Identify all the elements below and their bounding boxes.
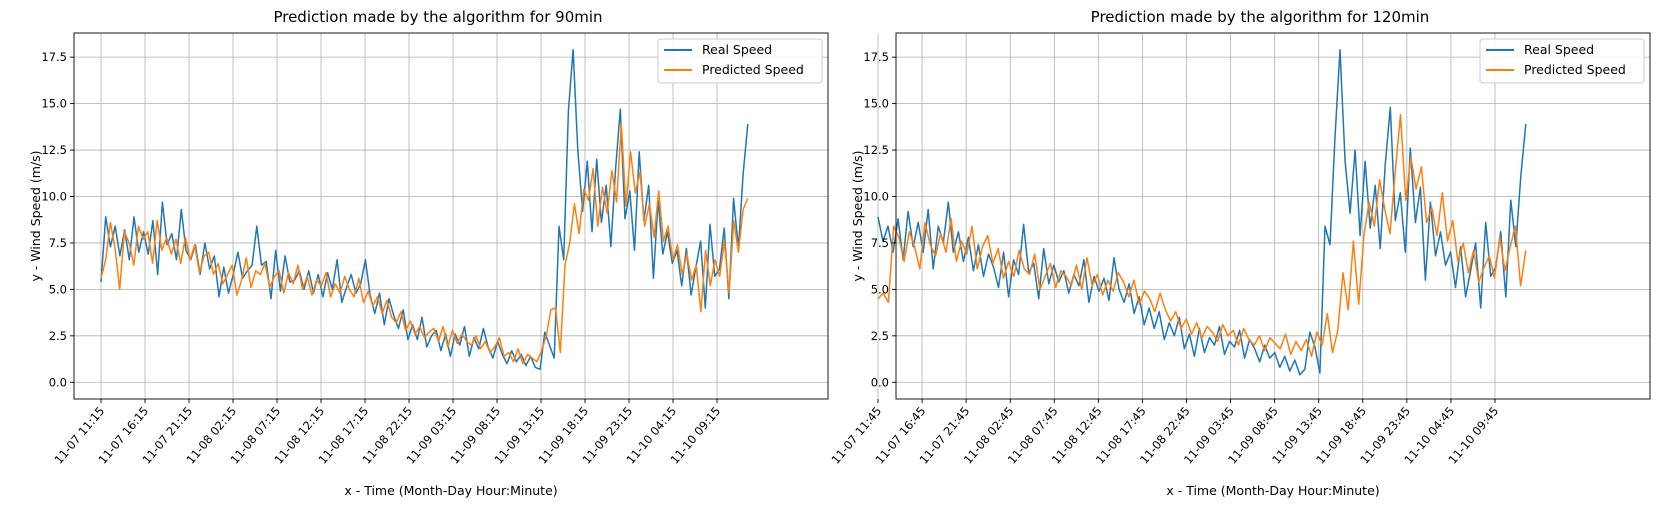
y-tick-label: 17.5: [863, 50, 889, 64]
y-tick-label: 0.0: [871, 375, 889, 389]
legend-box: [1479, 38, 1645, 84]
y-tick-label: 10.0: [863, 189, 889, 203]
y-tick-label: 0.0: [49, 375, 67, 389]
y-tick-label: 10.0: [41, 189, 67, 203]
y-tick-label: 2.5: [49, 329, 67, 343]
y-tick-label: 2.5: [871, 329, 889, 343]
legend-label-real: Real Speed: [1524, 42, 1594, 57]
chart-title: Prediction made by the algorithm for 90m…: [273, 8, 602, 26]
chart-title: Prediction made by the algorithm for 120…: [1091, 8, 1430, 26]
y-tick-label: 15.0: [863, 97, 889, 111]
legend-label-predicted: Predicted Speed: [702, 62, 804, 77]
y-axis-label: y - Wind Speed (m/s): [28, 150, 43, 281]
legend-box: [657, 38, 823, 84]
plot-area-frame: [895, 32, 1651, 400]
y-axis-label: y - Wind Speed (m/s): [850, 150, 865, 281]
predicted-speed-line: [100, 123, 749, 365]
y-tick-label: 5.0: [49, 282, 67, 296]
x-axis-label: x - Time (Month-Day Hour:Minute): [1166, 483, 1379, 498]
real-speed-line: [877, 48, 1527, 376]
real-speed-line: [100, 48, 749, 371]
legend: Real Speed Predicted Speed: [1479, 38, 1645, 84]
y-tick-label: 15.0: [41, 97, 67, 111]
y-tick-label: 12.5: [863, 143, 889, 157]
y-tick-label: 12.5: [41, 143, 67, 157]
plot-area-frame: [73, 32, 829, 400]
predicted-speed-line: [877, 113, 1527, 358]
y-tick-label: 5.0: [871, 282, 889, 296]
y-tick-label: 7.5: [49, 236, 67, 250]
legend-label-predicted: Predicted Speed: [1524, 62, 1626, 77]
legend: Real Speed Predicted Speed: [657, 38, 823, 84]
y-tick-label: 7.5: [871, 236, 889, 250]
y-tick-label: 17.5: [41, 50, 67, 64]
x-axis-label: x - Time (Month-Day Hour:Minute): [344, 483, 557, 498]
legend-label-real: Real Speed: [702, 42, 772, 57]
chart-panel-90min: Prediction made by the algorithm for 90m…: [28, 8, 829, 498]
chart-panel-120min: Prediction made by the algorithm for 120…: [828, 8, 1651, 498]
